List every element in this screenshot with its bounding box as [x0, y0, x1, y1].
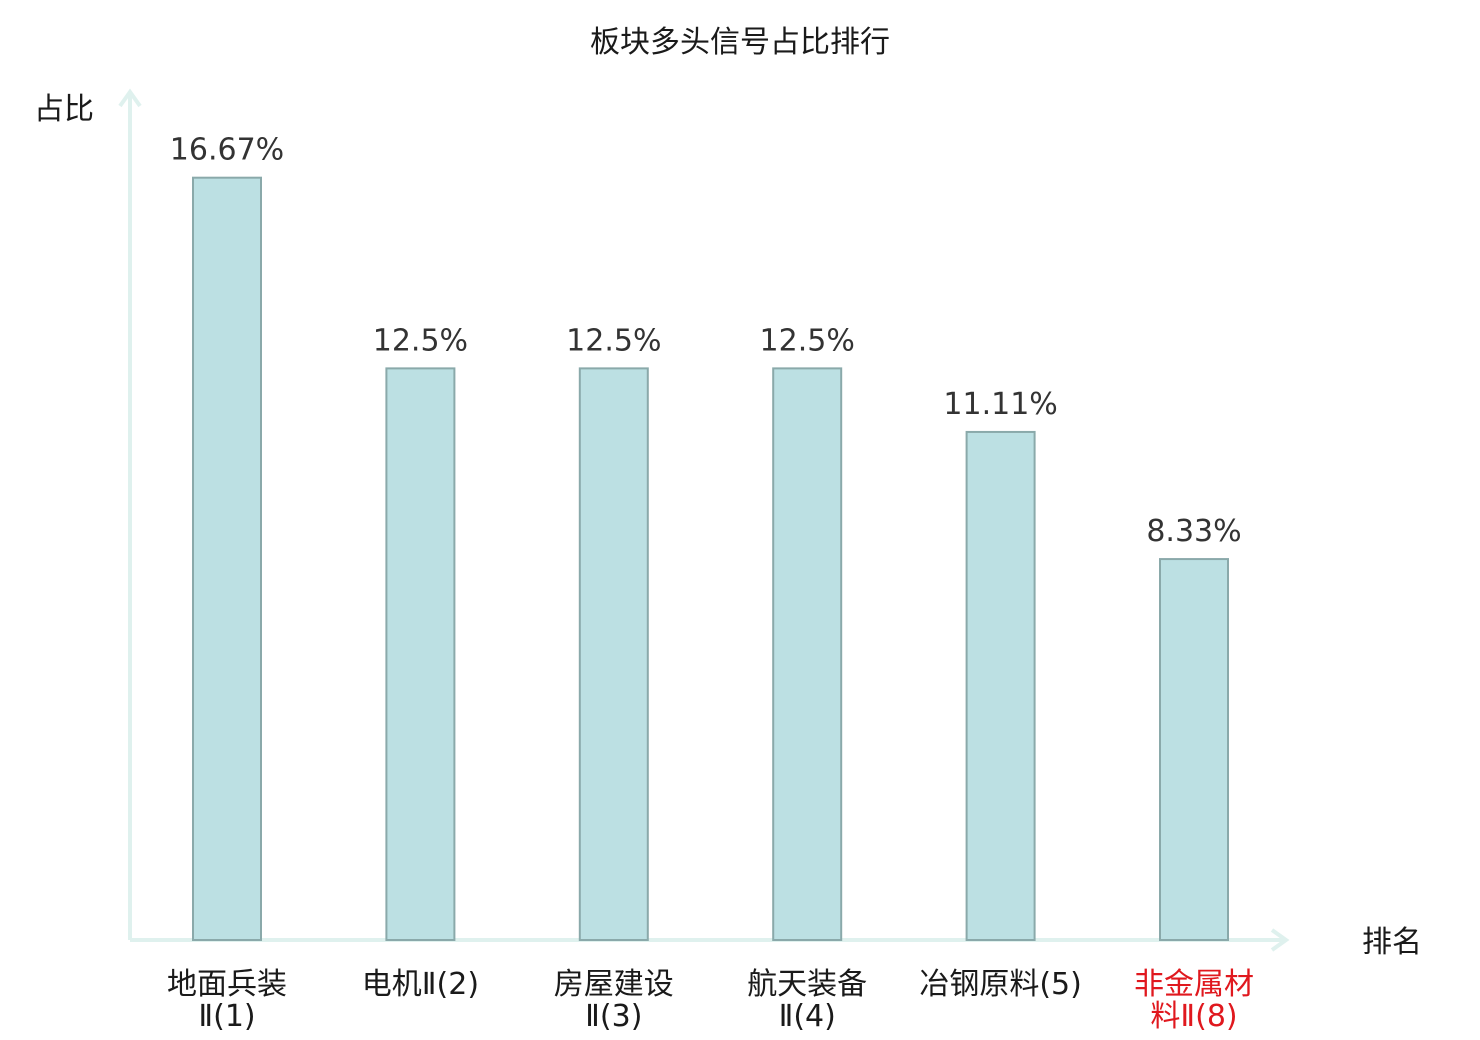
x-tick-label: 料Ⅱ(8) — [1150, 999, 1237, 1034]
x-tick-label: 航天装备 — [747, 967, 867, 1002]
x-tick-label: 房屋建设 — [554, 967, 674, 1002]
x-tick-label: 冶钢原料(5) — [919, 967, 1082, 1002]
y-axis-label: 占比 — [34, 92, 94, 127]
data-label: 12.5% — [373, 323, 468, 358]
x-tick-label: Ⅱ(3) — [585, 999, 642, 1034]
bar — [965, 430, 1036, 941]
x-tick-label: Ⅱ(4) — [779, 999, 836, 1034]
chart-title: 板块多头信号占比排行 — [590, 25, 890, 60]
x-tick-label: 电机Ⅱ(2) — [362, 967, 479, 1002]
x-axis-label: 排名 — [1362, 925, 1422, 960]
bar — [192, 176, 262, 941]
value-labels-group: 16.67% 12.5% 12.5% 12.5% 11.11% 8.33% — [170, 133, 1242, 549]
bar — [1159, 558, 1229, 941]
x-tick-label: 地面兵装 — [167, 967, 287, 1002]
bar — [385, 367, 456, 942]
x-axis-arrow — [1270, 928, 1290, 952]
data-label: 12.5% — [760, 323, 855, 358]
x-tick-label: Ⅱ(1) — [198, 999, 255, 1034]
data-label: 11.11% — [943, 387, 1057, 422]
x-tick-label: 非金属材 — [1134, 967, 1254, 1002]
data-label: 12.5% — [566, 323, 661, 358]
bar — [578, 367, 649, 942]
bars-group — [192, 176, 1229, 942]
bar — [772, 367, 843, 942]
axes — [118, 88, 1290, 952]
data-label: 16.67% — [170, 133, 284, 168]
y-axis-arrow — [118, 88, 142, 108]
data-label: 8.33% — [1146, 514, 1241, 549]
